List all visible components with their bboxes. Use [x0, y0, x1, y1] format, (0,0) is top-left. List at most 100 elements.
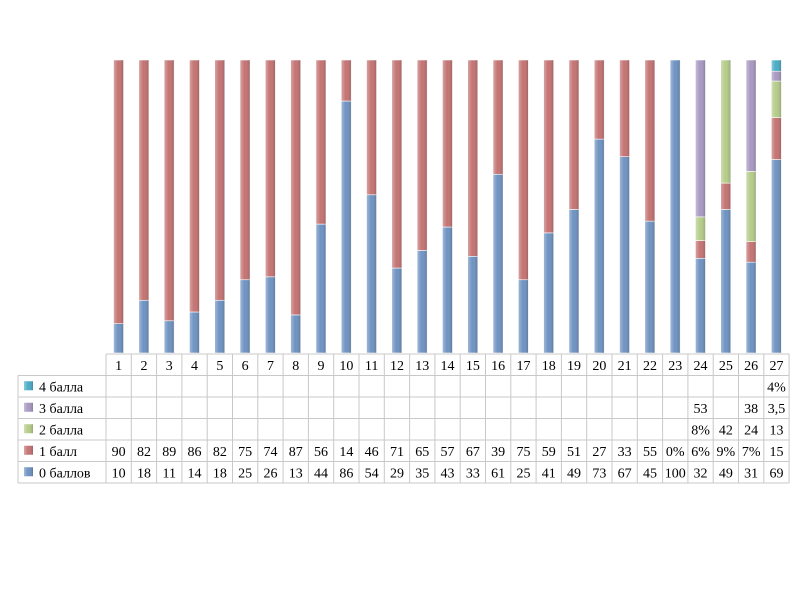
- bar-segment-shade: [391, 268, 402, 353]
- data-table: 1 2 3 4 5 6 7 8 9 10 11 12 13 14 15 16 17 18 19 20 21 22 23 24 2…: [17, 353, 790, 484]
- bar-segment-shade: [417, 250, 428, 353]
- bar-segment-shade: [568, 60, 579, 210]
- data-label: 56: [314, 445, 328, 460]
- data-label: 54: [365, 466, 379, 481]
- bar-segment-shade: [771, 117, 782, 160]
- bar-segment-shade: [771, 71, 782, 82]
- bar-segment-shade: [594, 60, 605, 140]
- data-label: 7%: [742, 445, 761, 460]
- data-label: 25: [516, 466, 530, 481]
- data-label: 13: [769, 423, 783, 438]
- data-label: 39: [491, 445, 505, 460]
- bar-segment-shade: [240, 60, 250, 280]
- bar-segment-shade: [214, 60, 225, 301]
- bar-segment-shade: [315, 60, 326, 225]
- category-label: 4: [191, 359, 198, 374]
- data-label: 18: [137, 466, 151, 481]
- data-label: 29: [390, 466, 404, 481]
- data-label: 18: [213, 466, 227, 481]
- bar-segment-shade: [594, 139, 605, 353]
- bar-segment-shade: [315, 224, 326, 353]
- data-label: 73: [592, 466, 606, 481]
- legend-key-shade: [24, 467, 33, 477]
- bar-segment-shade: [746, 262, 756, 353]
- category-label: 16: [491, 359, 505, 374]
- legend-label: 0 баллов: [39, 466, 91, 481]
- category-label: 8: [292, 359, 299, 374]
- bar-segment-shade: [113, 60, 124, 324]
- category-label: 17: [516, 359, 530, 374]
- data-label: 31: [744, 466, 758, 481]
- category-label: 18: [542, 359, 556, 374]
- data-label: 35: [415, 466, 429, 481]
- category-label: 2: [140, 359, 147, 374]
- data-label: 6%: [691, 445, 710, 460]
- data-label: 32: [694, 466, 708, 481]
- bars-layer: [113, 59, 782, 354]
- data-label: 69: [769, 466, 783, 481]
- bar-segment-shade: [366, 60, 377, 195]
- category-label: 14: [441, 359, 455, 374]
- data-label: 59: [542, 445, 556, 460]
- bar-segment-shade: [391, 60, 402, 269]
- data-label: 55: [643, 445, 657, 460]
- data-label: 33: [466, 466, 480, 481]
- data-label: 75: [516, 445, 530, 460]
- bar-segment-shade: [366, 194, 377, 353]
- data-label: 3,5: [768, 402, 786, 417]
- bar-segment-shade: [290, 60, 301, 315]
- bar-segment-shade: [467, 256, 478, 353]
- data-label: 10: [112, 466, 126, 481]
- bar-segment-shade: [746, 241, 756, 263]
- bar-segment-shade: [771, 159, 782, 353]
- bar-segment-shade: [619, 60, 630, 157]
- bar-segment-shade: [214, 300, 225, 353]
- data-label: 26: [263, 466, 277, 481]
- data-label: 33: [618, 445, 632, 460]
- bar-segment-shade: [619, 156, 630, 353]
- bar-segment-shade: [138, 60, 149, 301]
- data-label: 61: [491, 466, 505, 481]
- bar-segment-shade: [695, 258, 706, 353]
- bar-segment-shade: [644, 60, 655, 222]
- bar-segment-shade: [644, 221, 655, 353]
- data-label: 8%: [691, 423, 710, 438]
- category-label: 6: [242, 359, 249, 374]
- bar-segment-shade: [341, 101, 352, 354]
- bar-segment-shade: [240, 279, 250, 353]
- category-label: 9: [318, 359, 325, 374]
- category-label: 13: [415, 359, 429, 374]
- bar-segment-shade: [341, 60, 352, 102]
- bar-segment-shade: [265, 276, 276, 353]
- bar-segment-shade: [746, 171, 756, 242]
- category-label: 21: [618, 359, 632, 374]
- data-label: 65: [415, 445, 429, 460]
- legend-key-shade: [24, 402, 33, 412]
- data-label: 49: [719, 466, 733, 481]
- bar-segment-shade: [518, 60, 529, 280]
- bar-segment-shade: [720, 60, 731, 184]
- data-label: 71: [390, 445, 404, 460]
- bar-segment-shade: [543, 232, 554, 353]
- data-label: 14: [339, 445, 353, 460]
- data-label: 44: [314, 466, 328, 481]
- legend-key-shade: [24, 381, 33, 391]
- data-label: 75: [238, 445, 252, 460]
- data-label: 86: [339, 466, 353, 481]
- data-label: 67: [466, 445, 480, 460]
- bar-segment-shade: [493, 60, 503, 175]
- data-label: 67: [618, 466, 632, 481]
- category-label: 24: [694, 359, 708, 374]
- category-label: 11: [365, 359, 378, 374]
- data-label: 89: [162, 445, 176, 460]
- legend-key-shade: [24, 424, 33, 434]
- data-label: 25: [238, 466, 252, 481]
- category-label: 19: [567, 359, 581, 374]
- data-label: 38: [744, 402, 758, 417]
- bar-segment-shade: [189, 311, 200, 353]
- data-label: 51: [567, 445, 581, 460]
- category-label: 20: [592, 359, 606, 374]
- bar-segment-shade: [442, 227, 453, 353]
- data-label: 90: [112, 445, 126, 460]
